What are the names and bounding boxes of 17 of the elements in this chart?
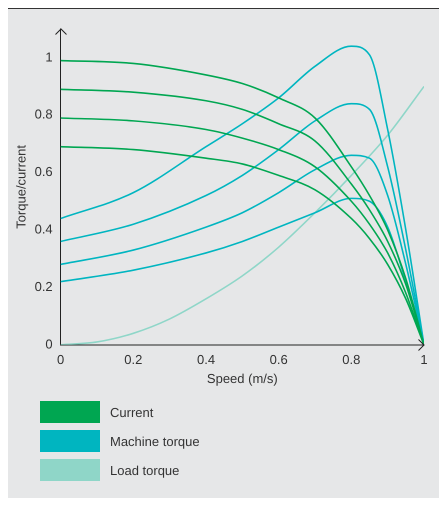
x-tick-label: 0.4	[196, 352, 216, 368]
y-tick-label: 0.6	[34, 164, 53, 180]
y-tick-label: 0.8	[34, 106, 53, 122]
y-tick-label: 0.4	[34, 222, 53, 237]
x-tick-label: 1	[420, 352, 428, 368]
legend-label: Load torque	[110, 462, 180, 478]
x-axis-title: Speed (m/s)	[206, 370, 278, 386]
x-tick-label: 0.8	[342, 352, 360, 368]
y-tick-label: 0.2	[34, 278, 53, 294]
legend-label: Current	[110, 404, 154, 420]
y-tick-label: 0	[45, 336, 53, 352]
y-axis-title: Torque/current	[13, 144, 28, 229]
x-tick-label: 0	[57, 352, 64, 368]
x-tick-label: 0.6	[270, 352, 288, 368]
y-tick-label: 1	[45, 49, 53, 64]
x-tick-label: 0.2	[124, 352, 142, 368]
legend-label: Machine torque	[110, 434, 200, 448]
